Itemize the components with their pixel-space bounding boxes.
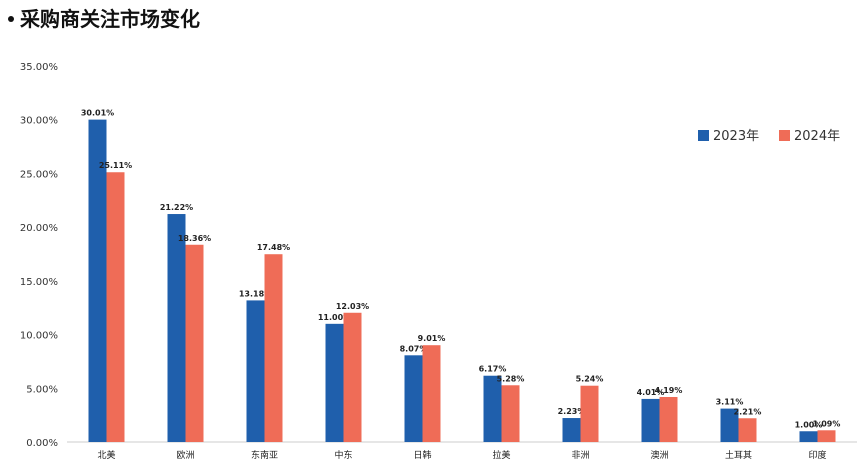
y-tick-label: 20.00% [20,223,58,234]
bar-series1 [720,408,739,442]
bar-series1 [641,398,660,442]
chart-title: 采购商关注市场变化 [20,7,200,31]
legend-swatch [698,130,709,141]
data-label: 25.11% [99,161,132,170]
bar-series1 [325,323,344,442]
title-bullet [8,16,14,22]
y-tick-label: 5.00% [26,384,58,395]
bar-series2 [659,396,678,442]
bar-series1 [562,418,581,442]
y-tick-label: 0.00% [26,438,58,449]
bar-series2 [738,418,757,442]
data-label: 4.19% [655,386,683,395]
x-tick-label: 日韩 [413,449,431,461]
bar-series2 [106,172,125,442]
data-label: 30.01% [81,109,114,118]
x-tick-label: 欧洲 [176,449,194,461]
y-axis: 0.00% 5.00% 10.00% 15.00% 20.00% 25.00% 30.00%… [20,62,58,449]
bar-series1 [88,119,107,442]
bar-series2 [185,244,204,442]
bar-series2 [264,254,283,442]
y-tick-label: 25.00% [20,169,58,180]
legend-swatch [779,130,790,141]
y-tick-label: 30.00% [20,116,58,127]
data-label: 4.01% [637,388,665,397]
data-label: 13.18% [239,289,272,298]
bar-series1 [404,355,423,442]
x-tick-label: 澳洲 [650,449,668,461]
data-label: 8.07% [400,344,428,353]
bar-series1 [799,431,818,442]
x-tick-label: 北美 [97,449,115,461]
x-tick-label: 东南亚 [251,449,278,461]
bar-series2 [422,345,441,442]
data-label: 1.09% [813,419,841,428]
data-label: 11.00% [318,313,351,322]
data-label: 3.11% [716,398,744,407]
y-tick-label: 10.00% [20,331,58,342]
data-label: 1.00% [795,420,823,429]
bar-series2 [501,385,520,442]
data-label: 2.21% [734,407,762,416]
data-label: 5.28% [497,374,525,383]
data-label: 21.22% [160,203,193,212]
data-label: 18.36% [178,234,211,243]
legend-label: 2023年 [713,129,759,144]
bar-series2 [343,312,362,442]
chart-title-group: 采购商关注市场变化 [8,7,200,31]
data-label: 17.48% [257,243,290,252]
y-tick-label: 15.00% [20,277,58,288]
legend-label: 2024年 [794,129,840,144]
data-label: 5.24% [576,375,604,384]
data-label: 2.23% [558,407,586,416]
x-tick-label: 印度 [808,449,826,461]
data-label: 9.01% [418,334,446,343]
bar-series1 [167,214,186,442]
data-label: 6.17% [479,365,507,374]
x-tick-label: 中东 [334,449,352,461]
x-axis: 北美 欧洲 东南亚 中东 日韩 拉美 非洲 澳洲 土耳其 印度 [97,449,826,461]
bar-series1 [483,375,502,442]
bar-series1 [246,300,265,442]
x-tick-label: 拉美 [492,449,510,461]
y-tick-label: 35.00% [20,62,58,73]
bars-group: 30.01% 25.11% 21.22% 18.36% 13.18% 17.48% 11.0… [81,109,841,442]
x-tick-label: 非洲 [571,449,589,461]
data-label: 12.03% [336,302,369,311]
bar-series2 [817,430,836,442]
bar-series2 [580,385,599,442]
x-tick-label: 土耳其 [725,449,752,461]
legend: 2023年 2024年 [698,129,840,144]
